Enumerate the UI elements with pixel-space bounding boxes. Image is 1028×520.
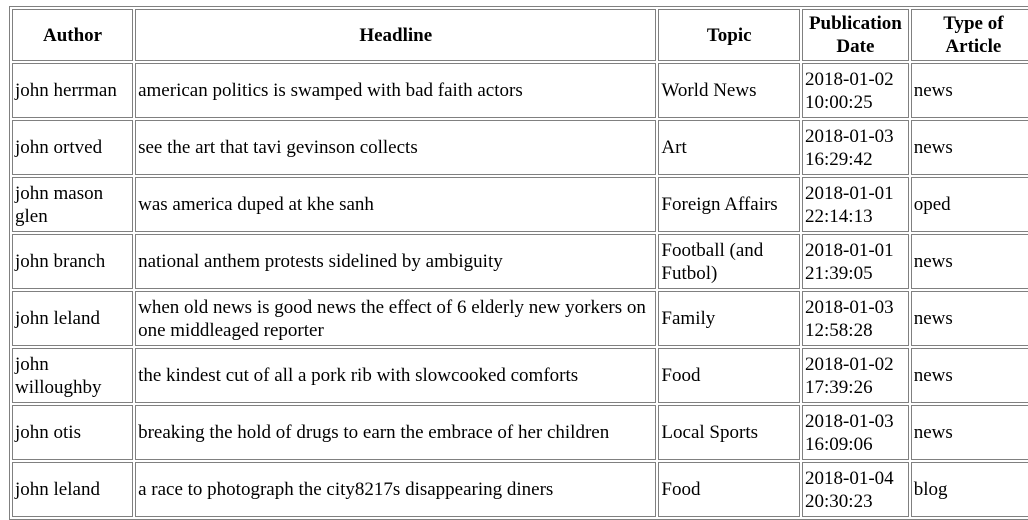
cell-author: john leland	[12, 462, 134, 517]
table-row: john willoughby the kindest cut of all a…	[12, 348, 1028, 403]
table-row: john mason glen was america duped at khe…	[12, 177, 1028, 232]
cell-author: john willoughby	[12, 348, 134, 403]
table-row: john herrman american politics is swampe…	[12, 63, 1028, 118]
cell-publication-date: 2018-01-02 17:39:26	[802, 348, 909, 403]
cell-type: oped	[910, 177, 1028, 232]
cell-publication-date: 2018-01-03 16:09:06	[802, 405, 909, 460]
cell-headline: the kindest cut of all a pork rib with s…	[135, 348, 657, 403]
header-topic: Topic	[658, 9, 801, 61]
cell-topic: Football (and Futbol)	[658, 234, 801, 289]
cell-publication-date: 2018-01-01 21:39:05	[802, 234, 909, 289]
articles-table-container: Author Headline Topic Publication Date T…	[9, 6, 1028, 520]
cell-publication-date: 2018-01-03 12:58:28	[802, 291, 909, 346]
header-type-of-article: Type of Article	[910, 9, 1028, 61]
cell-author: john mason glen	[12, 177, 134, 232]
cell-topic: Family	[658, 291, 801, 346]
cell-author: john leland	[12, 291, 134, 346]
table-header-row: Author Headline Topic Publication Date T…	[12, 9, 1028, 61]
cell-headline: a race to photograph the city8217s disap…	[135, 462, 657, 517]
articles-table: Author Headline Topic Publication Date T…	[9, 6, 1028, 520]
cell-type: news	[910, 120, 1028, 175]
cell-topic: Food	[658, 462, 801, 517]
cell-type: news	[910, 234, 1028, 289]
table-row: john branch national anthem protests sid…	[12, 234, 1028, 289]
cell-headline: was america duped at khe sanh	[135, 177, 657, 232]
cell-type: news	[910, 348, 1028, 403]
cell-type: news	[910, 405, 1028, 460]
table-row: john leland when old news is good news t…	[12, 291, 1028, 346]
cell-headline: when old news is good news the effect of…	[135, 291, 657, 346]
header-publication-date: Publication Date	[802, 9, 909, 61]
cell-type: news	[910, 291, 1028, 346]
cell-publication-date: 2018-01-04 20:30:23	[802, 462, 909, 517]
cell-type: blog	[910, 462, 1028, 517]
header-author: Author	[12, 9, 134, 61]
cell-publication-date: 2018-01-02 10:00:25	[802, 63, 909, 118]
table-row: john ortved see the art that tavi gevins…	[12, 120, 1028, 175]
table-row: john otis breaking the hold of drugs to …	[12, 405, 1028, 460]
cell-topic: Local Sports	[658, 405, 801, 460]
cell-headline: american politics is swamped with bad fa…	[135, 63, 657, 118]
cell-author: john otis	[12, 405, 134, 460]
cell-headline: see the art that tavi gevinson collects	[135, 120, 657, 175]
cell-headline: breaking the hold of drugs to earn the e…	[135, 405, 657, 460]
cell-topic: Food	[658, 348, 801, 403]
table-row: john leland a race to photograph the cit…	[12, 462, 1028, 517]
cell-topic: Art	[658, 120, 801, 175]
cell-type: news	[910, 63, 1028, 118]
cell-topic: Foreign Affairs	[658, 177, 801, 232]
header-headline: Headline	[135, 9, 657, 61]
cell-author: john ortved	[12, 120, 134, 175]
cell-headline: national anthem protests sidelined by am…	[135, 234, 657, 289]
cell-author: john branch	[12, 234, 134, 289]
cell-publication-date: 2018-01-01 22:14:13	[802, 177, 909, 232]
cell-publication-date: 2018-01-03 16:29:42	[802, 120, 909, 175]
cell-topic: World News	[658, 63, 801, 118]
cell-author: john herrman	[12, 63, 134, 118]
